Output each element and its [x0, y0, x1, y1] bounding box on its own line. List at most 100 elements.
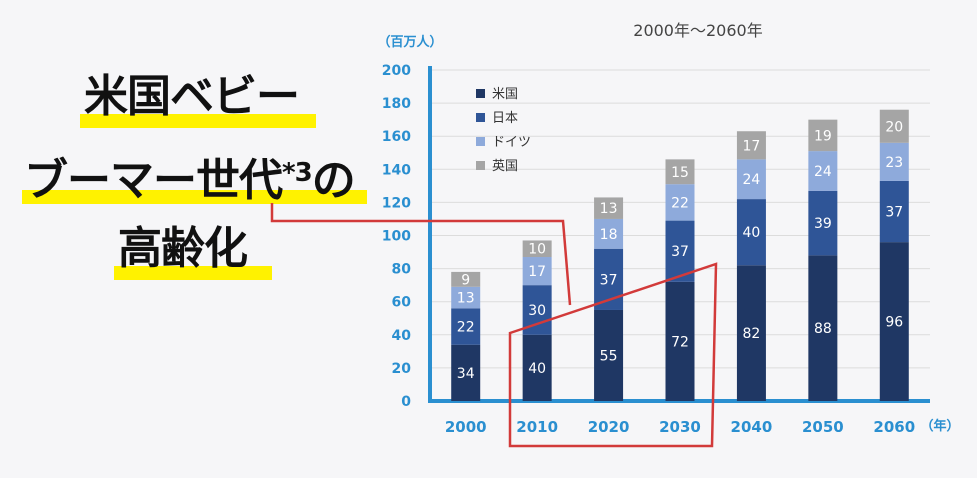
x-tick-label: 2040	[731, 418, 773, 436]
bar-segment	[879, 142, 909, 181]
bar-segment	[522, 334, 552, 401]
bar-segment	[451, 286, 481, 309]
headline-line-2-main: ブーマー世代	[24, 155, 283, 206]
bar-segment	[808, 119, 838, 152]
y-tick-label: 120	[382, 195, 411, 211]
data-label: 88	[814, 321, 832, 337]
highlight-bar	[80, 114, 316, 128]
bar-segment	[594, 309, 624, 401]
legend-label: 英国	[492, 159, 518, 174]
data-label: 24	[814, 164, 832, 180]
bar-segment	[808, 190, 838, 256]
bar-segment	[736, 159, 766, 200]
data-label: 13	[600, 201, 618, 217]
legend-label: 米国	[492, 87, 518, 102]
legend-label: 日本	[492, 111, 518, 126]
x-axis-unit: （年）	[920, 418, 959, 434]
data-label: 9	[461, 272, 470, 288]
x-tick-label: 2010	[516, 418, 558, 436]
bar-segment	[665, 281, 695, 401]
y-tick-label: 60	[392, 295, 412, 311]
data-label: 20	[885, 119, 903, 135]
bar-segment	[736, 199, 766, 266]
data-label: 39	[814, 216, 832, 232]
x-tick-label: 2060	[873, 418, 915, 436]
footnote-marker: *3	[282, 158, 313, 188]
y-axis-unit: （百万人）	[377, 34, 442, 50]
bar-segment	[879, 242, 909, 401]
bar-segment	[736, 131, 766, 160]
bar-segment	[594, 218, 624, 249]
bar-segment	[879, 109, 909, 143]
data-label: 37	[885, 205, 903, 221]
y-tick-label: 100	[382, 229, 411, 245]
data-label: 30	[528, 303, 546, 319]
data-label: 22	[457, 320, 475, 336]
data-labels: 34 22 13 9 40 30 17 10 55 37 18 13 72 37 22 15 82 40 24 17 8…	[457, 119, 903, 382]
highlight-bar	[114, 266, 272, 280]
headline-line-2-tail: の	[311, 155, 356, 206]
data-label: 37	[600, 272, 618, 288]
x-tick-label: 2050	[802, 418, 844, 436]
data-label: 40	[743, 225, 761, 241]
data-label: 17	[743, 138, 761, 154]
data-label: 15	[671, 165, 689, 181]
headline-line-3: 高齢化	[118, 223, 248, 274]
data-label: 37	[671, 244, 689, 260]
bar-segment	[522, 257, 552, 286]
data-label: 23	[885, 155, 903, 171]
data-label: 22	[671, 195, 689, 211]
bar-segment	[665, 159, 695, 185]
data-label: 55	[600, 348, 618, 364]
bar-segment	[451, 271, 481, 287]
y-tick-label: 80	[392, 262, 412, 278]
legend-swatch	[476, 89, 485, 98]
highlight-bar	[22, 190, 367, 204]
bar-segment	[736, 265, 766, 401]
y-tick-label: 20	[392, 361, 412, 377]
bar-segment	[808, 255, 838, 401]
bar-segment	[594, 197, 624, 219]
x-tick-label: 2000	[445, 418, 487, 436]
y-tick-label: 180	[382, 96, 411, 112]
chart-title: 2000年～2060年	[633, 21, 762, 40]
data-label: 13	[457, 291, 475, 307]
y-tick-label: 40	[392, 328, 412, 344]
bar-segment	[451, 344, 481, 401]
legend-swatch	[476, 113, 485, 122]
bar-segment	[879, 180, 909, 243]
callout-leader	[270, 203, 572, 306]
headline-line-1: 米国ベビー	[84, 71, 300, 122]
data-label: 72	[671, 334, 689, 350]
annotation	[270, 203, 718, 448]
bars	[451, 109, 909, 401]
legend-swatch	[476, 161, 485, 170]
data-label: 40	[528, 361, 546, 377]
bar-segment	[808, 151, 838, 191]
data-label: 18	[600, 227, 618, 243]
x-tick-label: 2030	[659, 418, 701, 436]
headline-line-2: ブーマー世代*3の	[24, 146, 356, 208]
data-label: 19	[814, 128, 832, 144]
legend-swatch	[476, 137, 485, 146]
data-label: 82	[743, 326, 761, 342]
y-tick-label: 160	[382, 129, 411, 145]
y-tick-label: 0	[401, 394, 411, 410]
bar-segment	[522, 240, 552, 258]
data-label: 17	[528, 264, 546, 280]
legend-label: ドイツ	[492, 135, 531, 150]
y-tick-label: 140	[382, 162, 411, 178]
bar-segment	[451, 308, 481, 345]
data-label: 10	[528, 242, 546, 258]
data-label: 24	[743, 172, 761, 188]
data-label: 34	[457, 366, 475, 382]
data-label: 96	[885, 315, 903, 331]
bar-segment	[665, 184, 695, 221]
x-tick-label: 2020	[588, 418, 630, 436]
y-tick-label: 200	[382, 63, 411, 79]
callout-box	[508, 262, 718, 448]
